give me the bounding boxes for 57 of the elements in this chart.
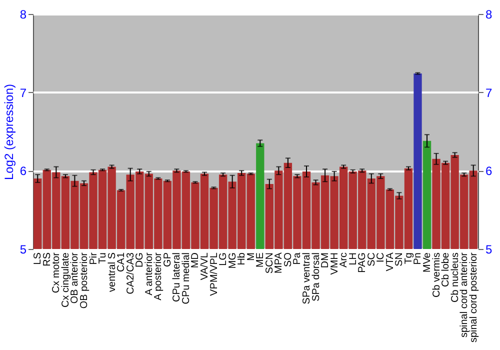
x-tick-label: Cb vermis — [431, 252, 442, 298]
x-tick-label: VA/VL — [200, 252, 211, 280]
x-tick-label: A posterior — [153, 252, 164, 300]
x-tick-label: MVe — [422, 252, 434, 273]
x-tick-label: RS — [42, 252, 53, 266]
x-tick-label: CA1 — [116, 252, 128, 272]
x-tick-label: CPu lateral — [172, 252, 183, 302]
x-tick-label: Arc — [338, 252, 350, 268]
x-tick-label: CPu medial — [180, 252, 192, 304]
x-tick-label: A anterior — [144, 252, 155, 296]
x-tick-label: SCN — [264, 252, 276, 274]
x-tick-label: Pa — [292, 252, 304, 265]
x-tick-label: LG — [218, 252, 230, 266]
x-tick-label: DM — [320, 252, 332, 268]
y-tick-label: 7 — [20, 86, 27, 100]
x-tick-label: OB posterior — [78, 252, 90, 309]
x-tick-label: CA2/CA3 — [125, 252, 136, 294]
x-tick-label: Pir — [88, 252, 100, 265]
x-tick-label: PAG — [357, 252, 368, 273]
x-tick-label: Hb — [236, 252, 248, 266]
x-tick-label: GP — [162, 252, 174, 267]
y-tick-label: 5 — [20, 242, 27, 256]
x-tick-label: Tg — [403, 252, 414, 264]
x-tick-label: SN — [394, 252, 406, 266]
x-tick-label: ventral S — [106, 252, 118, 292]
x-tick-label: MPA — [274, 252, 285, 274]
x-tick-label: Cx motor — [51, 252, 62, 294]
x-tick-label: LH — [348, 252, 359, 266]
x-tick-label: LS — [32, 252, 44, 265]
x-tick-label: SPa ventral — [301, 252, 312, 304]
x-tick-label: M — [246, 252, 257, 261]
x-tick-label: Tu — [98, 252, 109, 264]
x-tick-label: SO — [282, 252, 294, 267]
x-tick-label: MD — [190, 252, 202, 268]
x-tick-label: VTA — [384, 252, 396, 272]
y-tick-label: 6 — [20, 164, 27, 178]
y-axis-title: Log2 (expression) — [2, 84, 16, 180]
x-tick-label: spinal cord posterior — [468, 252, 480, 343]
x-tick-label: Cb nucleus — [450, 252, 461, 303]
x-tick-label: OB anterior — [70, 252, 81, 304]
x-tick-label: Cx cingulate — [60, 252, 72, 308]
y-tick-label: 8 — [20, 8, 27, 22]
y2-tick-label: 7 — [486, 86, 492, 100]
x-tick-label: MG — [227, 252, 238, 269]
x-tick-label: Pn — [412, 252, 424, 265]
x-tick-label: Cb lobe — [440, 252, 452, 287]
y2-tick-label: 5 — [486, 242, 492, 256]
y2-tick-label: 8 — [486, 8, 492, 22]
x-tick-label: IC — [376, 252, 387, 262]
x-tick-label: SPa dorsal — [310, 252, 322, 302]
x-tick-label: DG — [134, 252, 146, 268]
y2-tick-label: 6 — [486, 164, 492, 178]
x-tick-label: spinal cord anterior — [459, 252, 470, 338]
x-tick-label: ME — [255, 252, 266, 268]
x-tick-label: SC — [366, 252, 378, 266]
x-tick-label: VPM/VPL — [208, 252, 220, 296]
x-tick-label: VMH — [329, 252, 340, 275]
